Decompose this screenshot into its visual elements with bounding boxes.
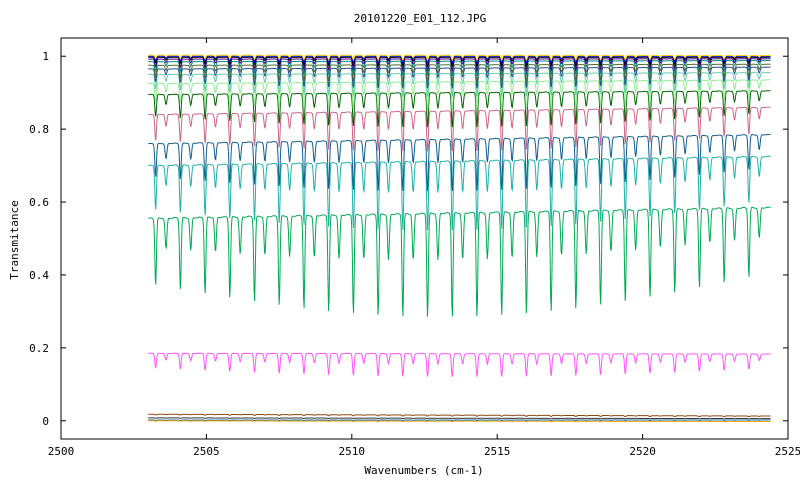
x-axis-ticks: 2500 2505 2510 2515 2520 2525 <box>48 38 800 458</box>
x-tick-label: 2500 <box>48 445 75 458</box>
series-line-1 <box>148 206 771 317</box>
y-axis-ticks: 0 0.2 0.4 0.6 0.8 1 <box>29 50 788 428</box>
series-line-7 <box>148 79 771 111</box>
y-tick-label: 0.8 <box>29 123 49 136</box>
series-line-13 <box>148 56 771 68</box>
y-tick-label: 0.4 <box>29 269 49 282</box>
series-line-14 <box>148 55 771 65</box>
series-line-18 <box>148 419 771 422</box>
series-line-8 <box>148 72 771 97</box>
x-tick-label: 2515 <box>484 445 511 458</box>
series-line-9 <box>148 66 771 89</box>
chart-title: 20101220_E01_112.JPG <box>354 12 486 25</box>
series-line-5 <box>148 106 771 152</box>
plot-frame <box>60 37 789 440</box>
series-line-10 <box>148 63 771 83</box>
series-layer <box>148 54 771 423</box>
series-line-12 <box>148 58 771 73</box>
x-tick-label: 2520 <box>629 445 656 458</box>
y-axis-label: Transmitance <box>8 200 21 279</box>
y-tick-label: 0.2 <box>29 342 49 355</box>
y-tick-label: 0.6 <box>29 196 49 209</box>
series-line-3 <box>148 155 771 231</box>
series-line-4 <box>148 133 771 192</box>
series-line-6 <box>148 90 771 128</box>
series-line-2 <box>148 352 771 377</box>
series-line-11 <box>148 60 771 76</box>
series-line-16 <box>148 413 771 418</box>
x-tick-label: 2525 <box>775 445 800 458</box>
x-tick-label: 2510 <box>339 445 366 458</box>
series-line-19 <box>148 420 771 423</box>
y-tick-label: 1 <box>42 50 49 63</box>
x-axis-label: Wavenumbers (cm-1) <box>364 464 483 477</box>
y-tick-label: 0 <box>42 415 49 428</box>
x-tick-label: 2505 <box>193 445 220 458</box>
series-line-15 <box>148 54 771 61</box>
series-line-17 <box>148 417 771 420</box>
